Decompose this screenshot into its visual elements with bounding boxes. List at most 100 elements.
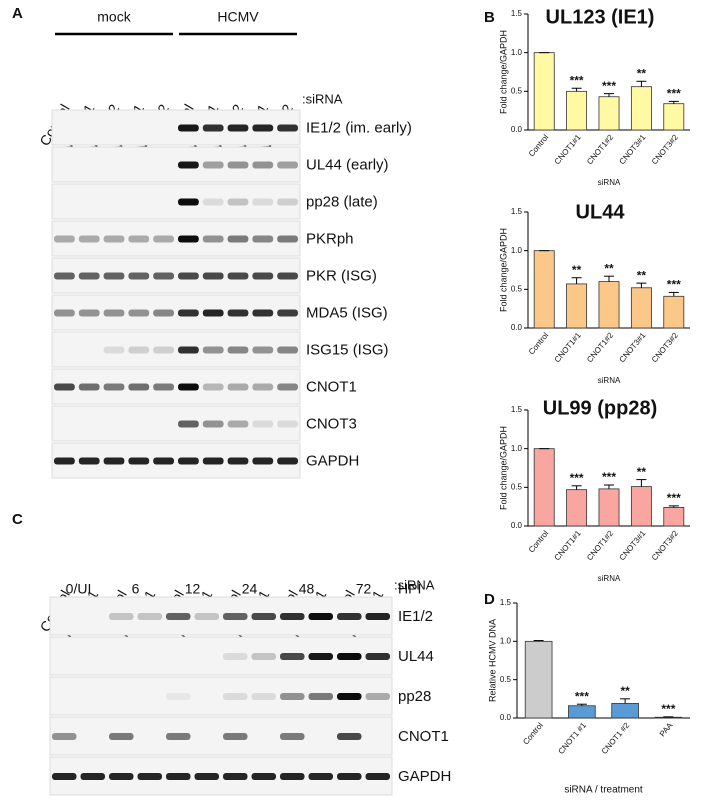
y-axis-label: Fold change/GAPDH [498, 228, 508, 312]
chart-title: UL123 (IE1) [546, 6, 655, 28]
band [280, 773, 305, 780]
band [194, 613, 219, 620]
lane-axis-label: :siRNA [302, 91, 343, 106]
band [277, 198, 298, 206]
row-label: ISG15 (ISG) [306, 341, 389, 358]
bar [566, 283, 588, 329]
band [280, 653, 305, 660]
band [166, 733, 191, 740]
band [109, 733, 134, 740]
band [280, 693, 305, 700]
chart-title: UL44 [576, 201, 626, 223]
significance: *** [602, 79, 616, 93]
band [252, 383, 274, 391]
band [103, 383, 125, 391]
band [277, 272, 298, 280]
band [337, 773, 362, 780]
blot-strip [51, 220, 301, 257]
band [202, 309, 224, 317]
significance: *** [661, 702, 675, 716]
band [280, 613, 305, 620]
band [251, 613, 276, 620]
band [252, 161, 274, 169]
bar [598, 96, 620, 131]
blot-strip [51, 183, 301, 220]
bar [566, 90, 588, 131]
band [54, 457, 75, 465]
x-axis-label: siRNA [598, 574, 621, 583]
band [178, 457, 199, 465]
x-axis-label: siRNA [598, 178, 621, 187]
panel-label: B [484, 9, 495, 26]
band [178, 420, 199, 428]
y-tick-label: 1.5 [511, 207, 523, 216]
row-label: IE1/2 [398, 608, 433, 625]
x-tick-label: CNOT1#2 [585, 528, 615, 562]
band [54, 272, 75, 280]
band [252, 457, 274, 465]
significance: *** [667, 87, 681, 101]
band [178, 198, 199, 206]
bar [566, 489, 588, 527]
bar [663, 295, 685, 329]
bar [568, 705, 596, 719]
x-tick-label: CNOT3#1 [618, 132, 648, 166]
band [78, 309, 100, 317]
significance: ** [637, 268, 647, 282]
band [223, 613, 248, 620]
band [280, 733, 305, 740]
band [337, 613, 362, 620]
blot-strip [49, 596, 393, 636]
bar [598, 488, 620, 527]
x-axis-label: siRNA [598, 376, 621, 385]
row-label: MDA5 (ISG) [306, 304, 388, 321]
band [178, 383, 199, 391]
row-label: PKR (ISG) [306, 267, 377, 284]
bar [630, 86, 652, 131]
band [252, 309, 274, 317]
band [277, 235, 298, 243]
band [128, 346, 150, 354]
bar [524, 640, 553, 719]
row-label: GAPDH [398, 768, 451, 785]
band [202, 272, 224, 280]
band [337, 653, 362, 660]
band [277, 346, 298, 354]
band [202, 420, 224, 428]
bar [598, 281, 620, 329]
significance: ** [572, 263, 582, 277]
band [128, 235, 150, 243]
x-tick-label: Control [527, 331, 551, 357]
panel-label: D [484, 591, 495, 608]
x-tick-label: CNOT1#2 [585, 132, 615, 166]
band [128, 457, 150, 465]
band [308, 613, 333, 620]
row-label: UL44 [398, 648, 434, 665]
band [52, 773, 77, 780]
x-tick-label: CNOT3#2 [650, 528, 680, 562]
row-label: pp28 [398, 688, 431, 705]
band [52, 733, 77, 740]
blot-strip [49, 756, 393, 796]
band [103, 309, 125, 317]
chart-title: UL99 (pp28) [543, 397, 657, 419]
band [178, 272, 199, 280]
band [128, 383, 150, 391]
row-label: IE1/2 (im. early) [306, 119, 412, 136]
y-axis-label: Fold change/GAPDH [498, 30, 508, 114]
band [202, 235, 224, 243]
band [227, 124, 249, 132]
band [54, 383, 75, 391]
band [153, 346, 174, 354]
band [252, 272, 274, 280]
x-tick-label: Control [527, 529, 551, 555]
band [223, 693, 248, 700]
band [178, 346, 199, 354]
band [153, 272, 174, 280]
y-tick-label: 0.0 [511, 125, 523, 134]
bar [611, 703, 639, 719]
y-tick-label: 1.0 [511, 246, 523, 255]
group-axis-label: HPI [398, 581, 421, 597]
band [178, 161, 199, 169]
